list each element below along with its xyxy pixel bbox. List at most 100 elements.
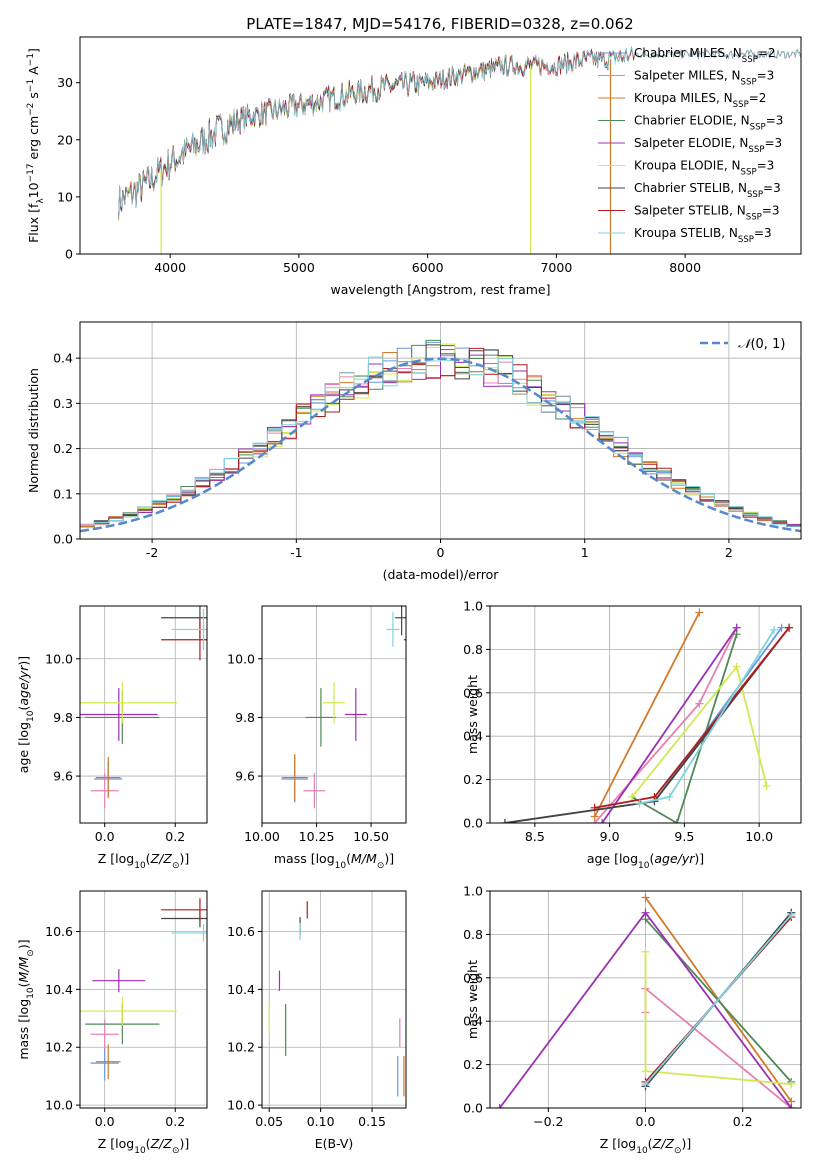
- plot-area: [262, 891, 406, 1108]
- mass_vs_EBV-panel: 0.05 0.10 0.15 10.0 10.2 10.4 10.6 E(B-V): [227, 890, 407, 1151]
- series-line-1: [644, 986, 792, 1108]
- x-axis-label: wavelength [Angstrom, rest frame]: [330, 282, 550, 297]
- legend-entry: Kroupa STELIB, NSSP=3: [634, 226, 772, 245]
- histogram-7: [80, 347, 801, 527]
- y-tick-label: 0.6: [463, 685, 483, 700]
- point-marker: [732, 662, 741, 671]
- x-tick-label: -1: [290, 545, 302, 560]
- point-marker: [787, 910, 796, 919]
- y-tick-label: 9.8: [53, 710, 73, 725]
- y-tick-label: 0.4: [53, 351, 73, 366]
- plot-area: [80, 322, 801, 539]
- spectrum-line-1: [118, 50, 609, 217]
- histogram-8: [80, 356, 801, 527]
- point-marker: [695, 608, 704, 617]
- age_vs_Z-panel: 0.0 0.2 9.6 9.8 10.0 Z [log10(Z/Z⊙)] age [log1…: [16, 605, 208, 871]
- y-tick-label: 10.4: [45, 982, 73, 997]
- point-marker: [495, 1104, 504, 1108]
- legend-entry: Chabrier ELODIE, NSSP=3: [634, 114, 783, 133]
- series-line-7: [594, 627, 790, 809]
- y-tick-label: 0.0: [463, 1101, 483, 1116]
- plot-area: [118, 46, 801, 254]
- plot-area: [80, 606, 207, 823]
- y-tick-label: 0: [65, 247, 73, 262]
- axes-frame: [261, 605, 407, 824]
- axes-frame: [489, 605, 802, 824]
- x-axis-label: Z [log10(Z/Z⊙)]: [600, 1136, 692, 1156]
- point-marker: [732, 623, 741, 632]
- point-marker: [590, 812, 599, 821]
- y-tick-label: 0.3: [53, 396, 73, 411]
- x-tick-label: 0.2: [165, 829, 185, 844]
- point-marker: [672, 819, 681, 823]
- x-axis-label: Z [log10(Z/Z⊙)]: [98, 1136, 190, 1156]
- y-tick-label: 10.2: [45, 1040, 73, 1055]
- y-tick-label: 0.1: [53, 486, 73, 501]
- point-marker: [695, 699, 704, 708]
- point-marker: [770, 625, 779, 634]
- y-tick-label: 0.0: [463, 816, 483, 831]
- legend-entry: Kroupa MILES, NSSP=2: [634, 91, 766, 110]
- y-tick-label: 0.2: [53, 441, 73, 456]
- point-marker: [762, 782, 771, 791]
- x-tick-label: 9.5: [674, 829, 694, 844]
- y-tick-label: 9.8: [235, 710, 255, 725]
- point-marker: [641, 947, 650, 956]
- spectrum-line-5: [118, 55, 531, 221]
- y-axis-label: mass [log10(M/M⊙)]: [16, 939, 36, 1059]
- y-tick-label: 1.0: [463, 884, 483, 899]
- y-tick-label: 10.0: [227, 651, 255, 666]
- spectrum-line-4: [118, 55, 531, 217]
- axes-frame: [79, 605, 208, 824]
- spectrum-panel: 4000 5000 6000 7000 8000 0 10 20 30 wavelength [A…: [26, 36, 802, 297]
- x-axis-label: (data-model)/error: [383, 567, 500, 582]
- x-axis-label: age [log10(age/yr)]: [587, 851, 704, 871]
- y-tick-label: 10.6: [227, 924, 255, 939]
- x-tick-label: 2: [725, 545, 733, 560]
- x-tick-label: 8.5: [525, 829, 545, 844]
- y-tick-label: 10.0: [45, 1098, 73, 1113]
- x-tick-label: 8000: [669, 260, 701, 275]
- y-tick-label: 0.2: [463, 1057, 483, 1072]
- x-tick-label: 0: [437, 545, 445, 560]
- y-tick-label: 0.0: [53, 532, 73, 547]
- legend-entry: Chabrier STELIB, NSSP=3: [634, 181, 781, 200]
- y-tick-label: 0.4: [463, 1014, 483, 1029]
- y-tick-label: 1.0: [463, 599, 483, 614]
- y-axis-label: mass weight: [465, 675, 480, 754]
- series-line-5: [631, 664, 768, 798]
- y-tick-label: 10.4: [227, 982, 255, 997]
- point-marker: [500, 819, 509, 823]
- point-marker: [590, 803, 599, 812]
- x-tick-label: 0.0: [95, 1114, 115, 1129]
- y-tick-label: 20: [57, 132, 73, 147]
- y-tick-label: 10.0: [45, 651, 73, 666]
- point-marker: [598, 819, 607, 823]
- x-tick-label: 10.50: [353, 829, 389, 844]
- histogram-4: [80, 345, 801, 527]
- plot-area: [262, 606, 406, 823]
- y-axis-label: Flux [fλ10−17 erg cm−2 s−1 A−1]: [26, 48, 46, 243]
- x-tick-label: 1: [581, 545, 589, 560]
- x-tick-label: 0.0: [95, 829, 115, 844]
- age_vs_mass-panel: 10.00 10.25 10.50 9.6 9.8 10.0 mass [log10(M/M…: [227, 605, 407, 871]
- series-line-8: [639, 629, 775, 805]
- x-tick-label: 6000: [412, 260, 444, 275]
- massweight_vs_Z-panel: −0.2 0.0 0.2 0.0 0.2 0.4 0.6 0.8 1.0 mass weight Z…: [463, 884, 802, 1156]
- series-line-2: [593, 612, 701, 817]
- x-tick-label: −0.2: [533, 1114, 563, 1129]
- y-tick-label: 10.2: [227, 1040, 255, 1055]
- x-tick-label: 7000: [540, 260, 572, 275]
- x-tick-label: 10.0: [745, 829, 773, 844]
- spectrum-line-2: [118, 48, 609, 221]
- point-marker: [665, 792, 674, 801]
- y-tick-label: 10: [57, 189, 73, 204]
- x-tick-label: 5000: [283, 260, 315, 275]
- y-tick-label: 0.6: [463, 970, 483, 985]
- spectrum-line-0: [118, 49, 609, 216]
- plot-area: [490, 891, 801, 1108]
- y-tick-label: 0.2: [463, 772, 483, 787]
- y-tick-label: 10.0: [227, 1098, 255, 1113]
